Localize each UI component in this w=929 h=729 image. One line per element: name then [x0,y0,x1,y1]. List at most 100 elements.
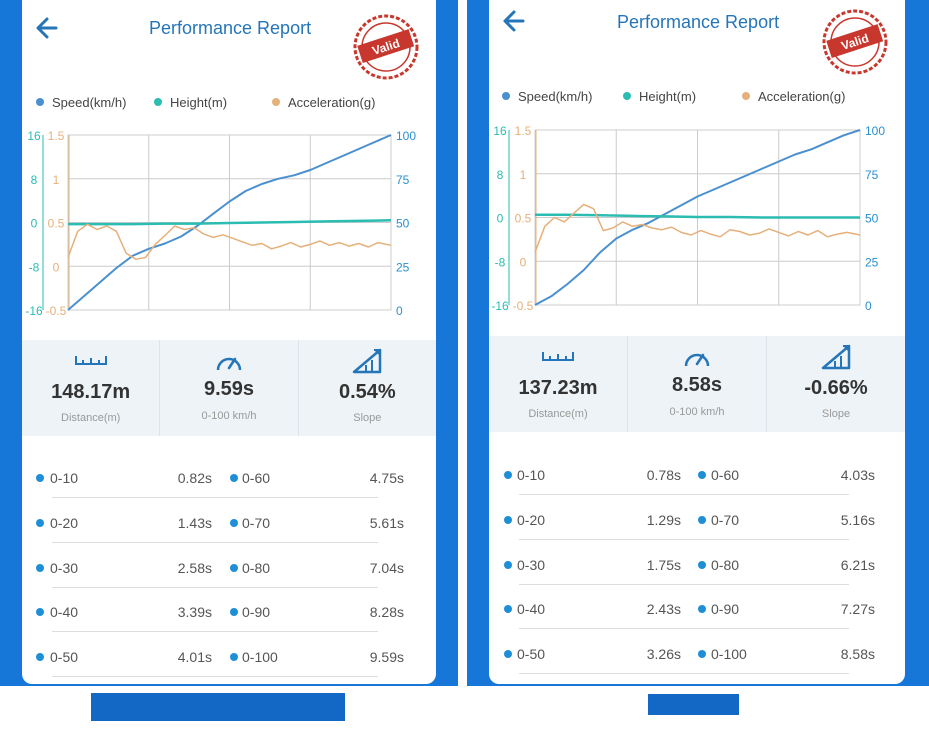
tick-label-height: 8 [497,168,504,182]
split-dot [36,474,44,482]
page-title: Performance Report [149,18,312,38]
split-time: 0.82s [177,470,212,486]
report-screen-right: Performance Report Valid Speed(km/h) Hei… [489,0,905,684]
split-time: 4.01s [177,649,212,666]
legend-acceleration: Acceleration(g) [272,95,375,110]
split-name: 0-80 [711,556,740,573]
back-arrow-icon[interactable] [497,3,533,39]
split-time: 4.75s [369,470,404,486]
split-dot [36,518,44,527]
split-name: 0-100 [711,646,747,663]
stats-panel: 148.17m Distance(m) 9.59s 0-100 km/h 0.5… [22,340,436,436]
split-row: 0-10 0.82s 0-60 4.75s [22,467,436,491]
split-dot [698,650,706,659]
split-dot [504,471,512,479]
split-dot [698,515,706,524]
split-time: 3.26s [646,646,681,663]
legend-height: Height(m) [623,89,696,104]
performance-chart: 16 8 0 -8 -16 1.5 1 0.5 0 -0.5 100 75 50 25 0 [491,124,885,313]
legend-acceleration: Acceleration(g) [742,89,845,104]
split-time: 1.75s [646,556,681,573]
split-name: 0-70 [242,514,271,531]
split-time: 5.16s [840,511,875,528]
split-divider [52,676,378,678]
tick-label-height: 0 [31,217,38,231]
ruler-icon [74,356,107,365]
stat-value: 9.59s [203,378,255,400]
stat-slope: 0.54% Slope [297,340,436,436]
split-name: 0-20 [517,511,546,528]
split-name: 0-30 [517,556,546,573]
split-dot [698,560,706,569]
legend-label-acceleration: Acceleration(g) [758,89,846,104]
split-dot [504,605,512,614]
legend-dot-acceleration [272,98,280,106]
legend-label-speed: Speed(km/h) [518,89,593,104]
tick-label-height: -16 [25,304,43,318]
series-line-height [68,219,392,226]
stat-label: 0-100 km/h [201,410,257,422]
legend-dot-height [154,98,162,106]
tick-label-speed: 50 [396,217,410,231]
page-title: Performance Report [617,12,780,32]
slope-icon [821,344,851,370]
split-row: 0-50 4.01s 0-100 9.59s [22,646,436,670]
stat-slope: -0.66% Slope [766,336,905,432]
tick-label-accel: 1.5 [515,124,532,138]
split-name: 0-50 [50,649,79,666]
tick-label-accel: 0 [53,260,60,274]
split-time: 8.28s [369,604,404,621]
series-line-height [535,213,860,219]
split-time: 6.21s [840,556,875,573]
stat-acceleration-time: 9.59s 0-100 km/h [159,340,297,436]
split-divider [519,673,849,675]
legend-label-speed: Speed(km/h) [52,95,127,110]
legend-label-height: Height(m) [639,89,697,104]
back-arrow-icon[interactable] [30,10,66,46]
split-row: 0-40 3.39s 0-90 8.28s [22,601,436,625]
stat-value: 137.23m [518,377,598,399]
stat-label: Distance(m) [528,408,588,420]
split-divider [52,631,378,633]
ruler-icon [542,352,574,361]
split-row: 0-20 1.43s 0-70 5.61s [22,512,436,536]
split-name: 0-100 [242,649,278,666]
split-time: 2.43s [646,601,681,618]
split-name: 0-70 [711,511,740,528]
split-divider [519,494,849,495]
stat-distance: 148.17m Distance(m) [22,340,159,436]
stat-acceleration-time: 8.58s 0-100 km/h [627,336,766,432]
series-line-speed [534,129,861,306]
series-line-acceleration [534,203,861,253]
split-time: 2.58s [177,559,212,576]
split-dot [230,653,238,662]
tick-label-speed: 50 [865,212,879,226]
speedometer-icon [684,353,710,367]
split-row: 0-30 1.75s 0-80 6.21s [489,554,905,578]
stat-label: Slope [821,408,851,420]
split-dot [36,608,44,617]
split-dot [230,563,238,572]
split-divider [52,497,378,498]
stat-value: 148.17m [51,381,131,403]
legend-speed: Speed(km/h) [36,95,126,110]
split-row: 0-50 3.26s 0-100 8.58s [489,643,905,667]
split-time: 0.78s [646,467,681,483]
split-name: 0-80 [242,559,271,576]
split-row: 0-30 2.58s 0-80 7.04s [22,557,436,581]
tick-label-height: -16 [491,299,509,313]
split-time: 5.61s [369,514,404,531]
performance-chart: 16 8 0 -8 -16 1.5 1 0.5 0 -0.5 100 75 50 25 0 [25,129,416,318]
stat-label: Distance(m) [61,412,121,424]
split-divider [519,538,849,540]
tick-label-speed: 25 [396,260,410,274]
valid-stamp: Valid [353,14,419,80]
tick-label-speed: 0 [396,304,403,318]
split-dot [698,471,706,479]
tick-label-height: 0 [497,212,504,226]
legend-dot-speed [36,98,44,106]
tick-label-accel: 1 [53,173,60,187]
split-name: 0-90 [711,601,740,618]
split-name: 0-50 [517,646,546,663]
split-divider [52,586,378,588]
